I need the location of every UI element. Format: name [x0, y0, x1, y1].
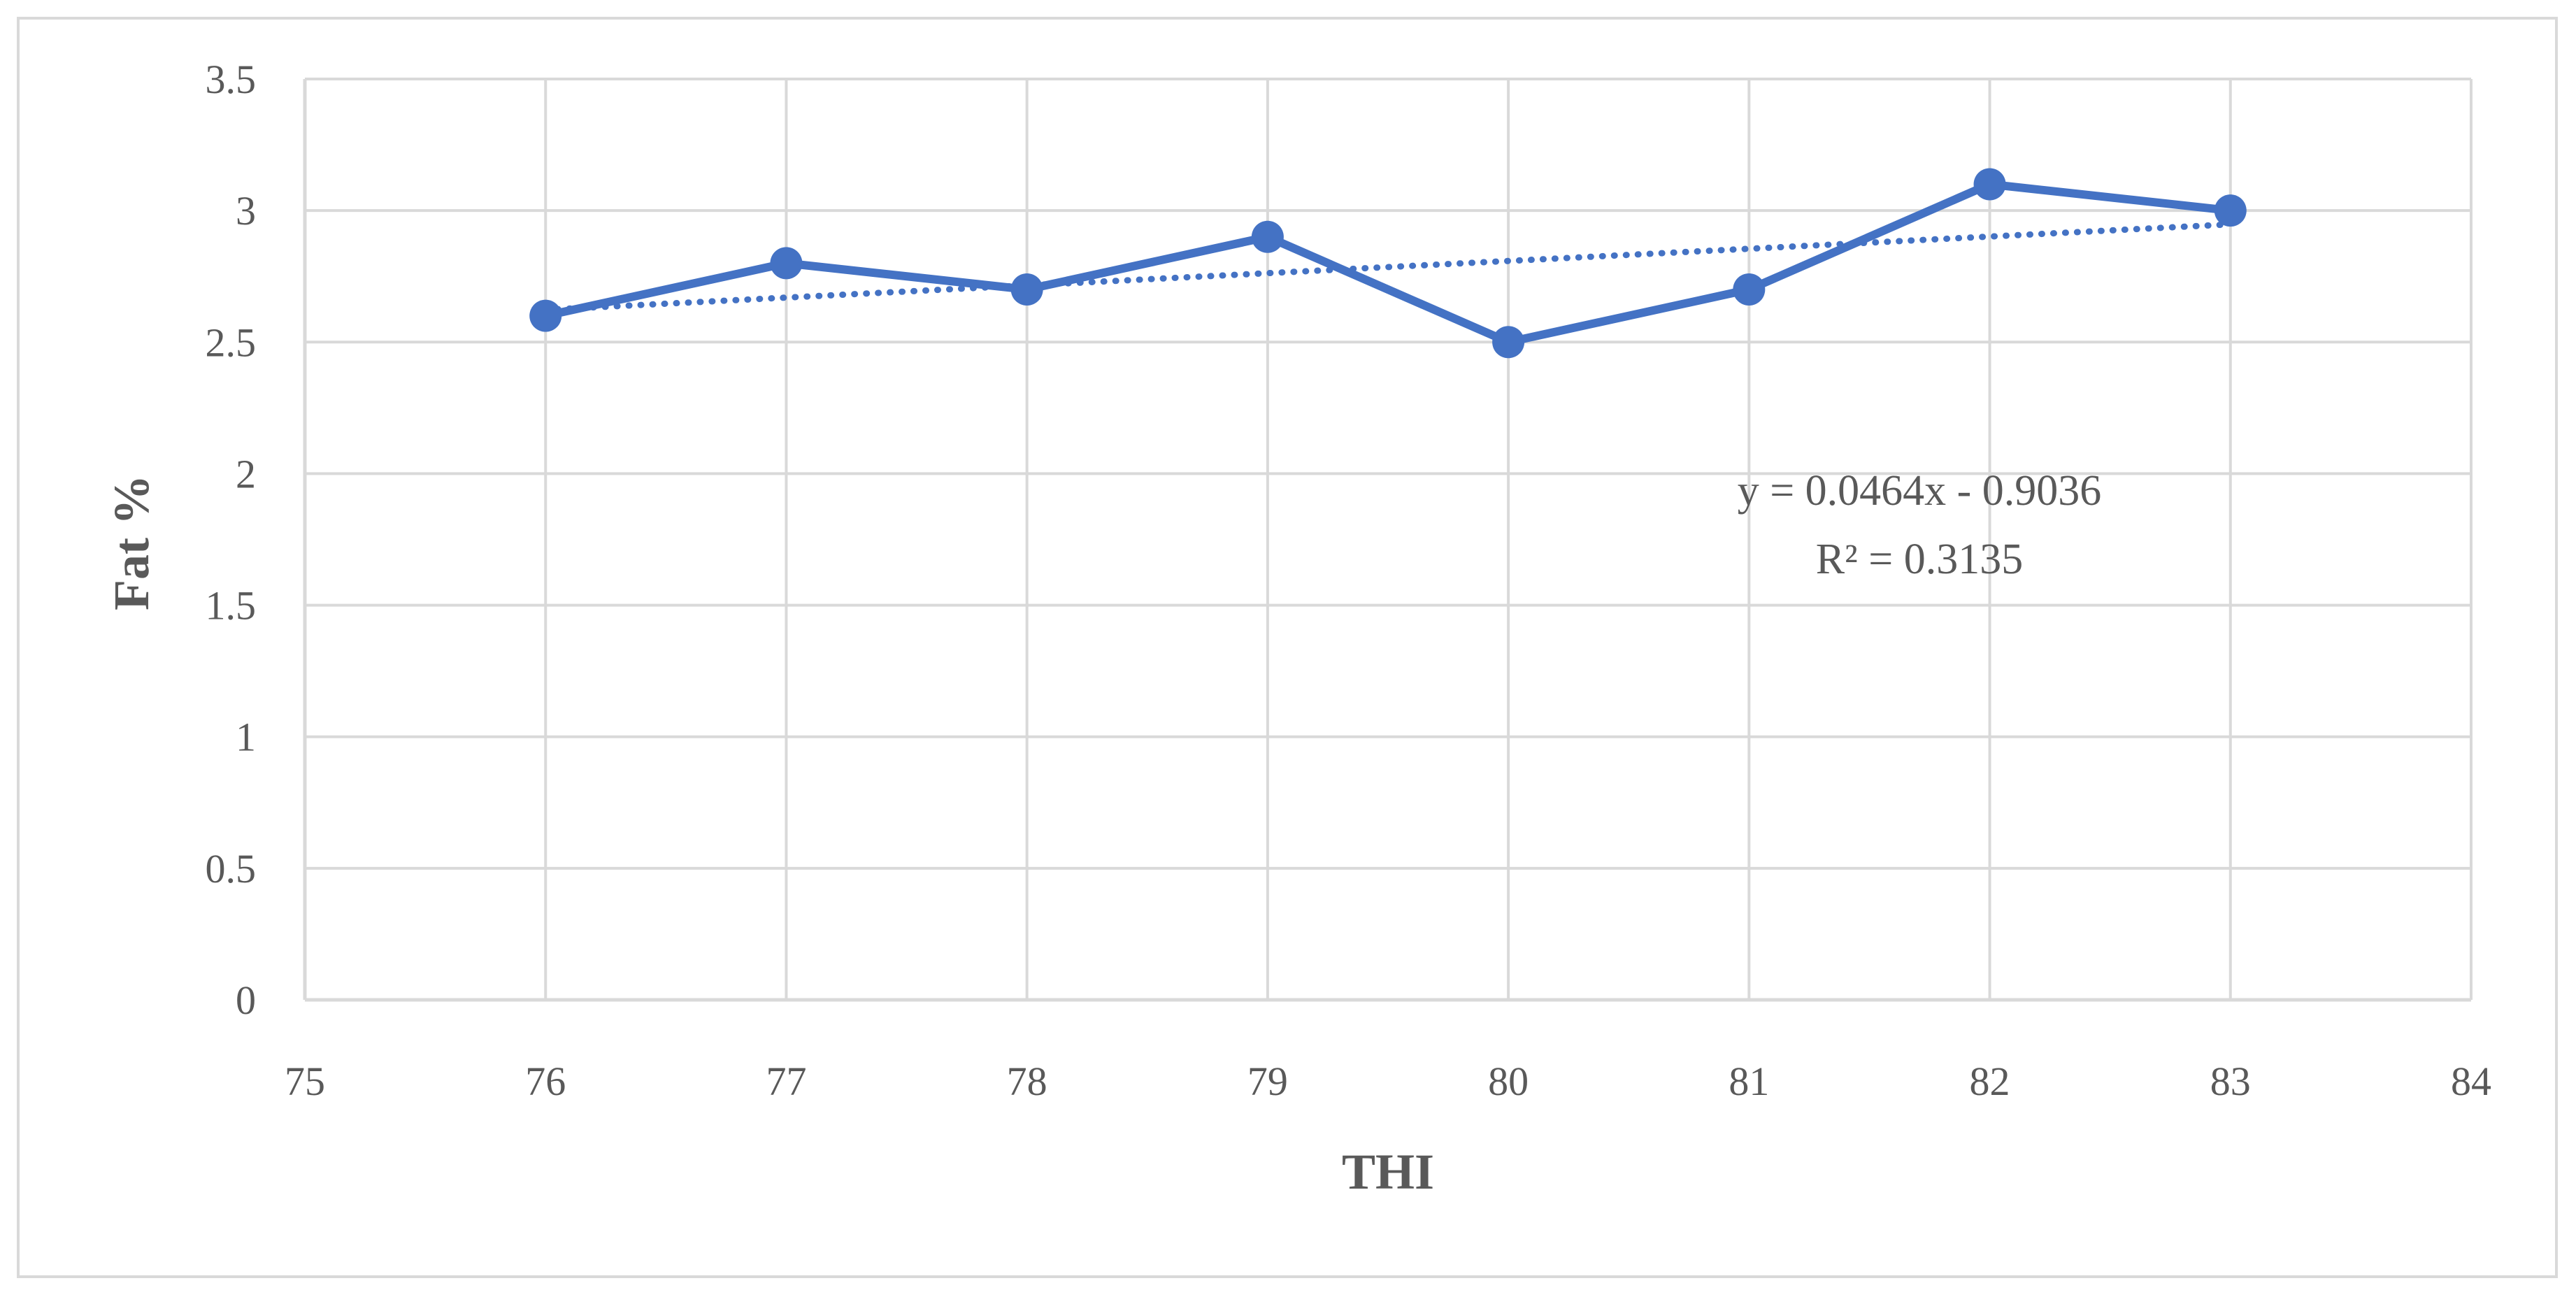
data-point-marker	[1010, 273, 1043, 306]
y-tick-label: 2	[236, 451, 256, 496]
data-point-marker	[1973, 168, 2006, 201]
x-tick-label: 80	[1488, 1059, 1529, 1104]
y-axis-title: Fat %	[103, 475, 159, 610]
trendline-layer	[542, 221, 2234, 313]
data-point-marker	[1251, 220, 1284, 253]
data-point-marker	[770, 247, 803, 280]
x-tick-label: 79	[1247, 1059, 1288, 1104]
data-point-marker	[1492, 326, 1525, 359]
series-line	[541, 180, 2235, 347]
x-tick-label: 78	[1007, 1059, 1047, 1104]
trendline-r-squared: R² = 0.3135	[1816, 536, 2023, 583]
x-tick-label: 81	[1729, 1059, 1769, 1104]
y-tick-labels: 0 0.5 1 1.5 2 2.5 3 3.5	[206, 57, 257, 1023]
series-layer	[529, 168, 2247, 359]
x-tick-label: 75	[285, 1059, 325, 1104]
y-tick-label: 3.5	[206, 57, 257, 102]
axes	[303, 79, 2471, 1002]
y-tick-label: 0	[236, 977, 256, 1023]
x-tick-label: 82	[1970, 1059, 2010, 1104]
x-tick-labels: 75 76 77 78 79 80 81 82 83 84	[285, 1059, 2491, 1104]
data-point-marker	[529, 299, 562, 332]
y-tick-label: 1.5	[206, 583, 257, 629]
gridlines	[305, 78, 2473, 1000]
y-tick-label: 1	[236, 715, 256, 760]
x-axis-title: THI	[1342, 1144, 1434, 1200]
data-point-marker	[2214, 194, 2247, 227]
trendline	[542, 221, 2234, 313]
trendline-equation: y = 0.0464x - 0.9036	[1738, 467, 2102, 515]
x-tick-label: 84	[2451, 1059, 2491, 1104]
x-tick-label: 83	[2210, 1059, 2251, 1104]
data-point-marker	[1733, 273, 1766, 306]
y-tick-label: 3	[236, 188, 256, 234]
chart-border	[17, 17, 2558, 1278]
x-tick-label: 77	[766, 1059, 806, 1104]
y-tick-label: 0.5	[206, 846, 257, 891]
y-tick-label: 2.5	[206, 320, 257, 365]
x-tick-label: 76	[525, 1059, 566, 1104]
